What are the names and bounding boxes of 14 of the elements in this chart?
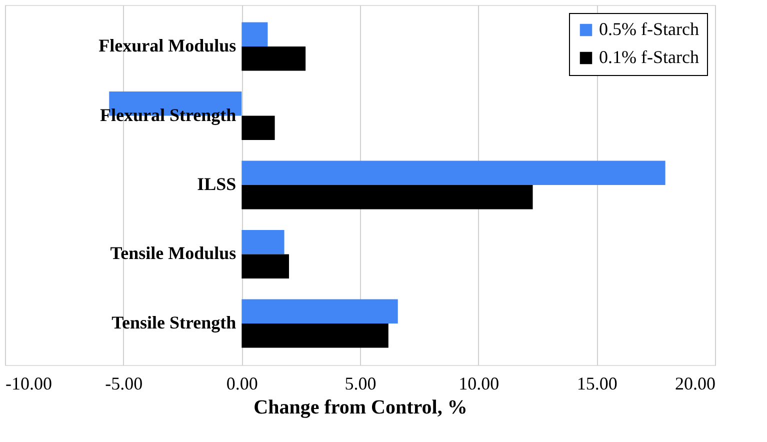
x-tick-label: 10.00 (458, 374, 500, 394)
x-tick-label: 20.00 (675, 374, 716, 394)
y-tick-label: ILSS (197, 174, 236, 194)
y-tick-label: Tensile Modulus (110, 243, 236, 264)
legend-label: 0.5% f-Starch (599, 19, 699, 39)
x-axis-title: Change from Control, % (254, 396, 468, 418)
x-tick-label: 5.00 (344, 374, 376, 394)
x-tick-label: -5.00 (105, 374, 143, 394)
x-tick-label: 0.00 (226, 374, 258, 394)
y-tick-label: Tensile Strength (112, 312, 236, 332)
y-tick-label: Flexural Modulus (98, 36, 236, 56)
legend-label: 0.1% f-Starch (599, 47, 699, 67)
x-tick-label: -10.00 (6, 374, 52, 394)
x-tick-label: 15.00 (576, 374, 618, 394)
